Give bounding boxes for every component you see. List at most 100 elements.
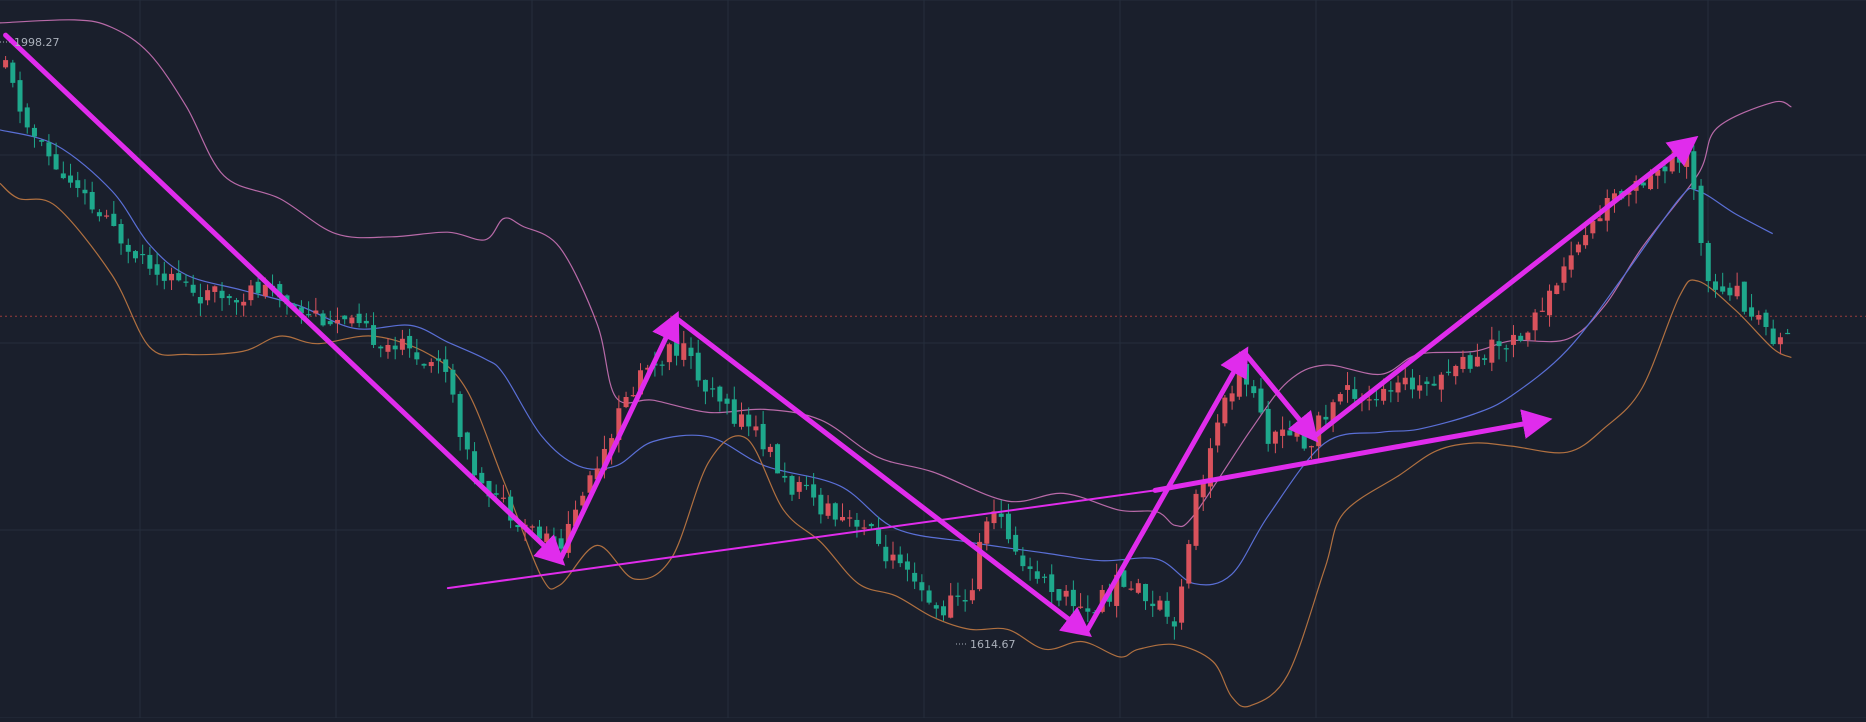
candle: [371, 312, 377, 349]
bollinger-lower-band: [0, 182, 1792, 708]
candle: [39, 139, 45, 147]
candle: [1770, 319, 1776, 346]
candle: [1251, 379, 1257, 398]
candle: [363, 313, 369, 328]
candle: [782, 462, 788, 483]
candle: [320, 310, 326, 327]
candle: [1070, 580, 1076, 618]
candle: [342, 315, 348, 325]
candle: [190, 274, 196, 297]
candle: [1756, 310, 1762, 325]
candle: [659, 360, 665, 376]
candle: [407, 328, 413, 358]
candle: [1554, 282, 1560, 295]
trend-arrow: [3, 32, 566, 566]
candle: [450, 363, 456, 403]
candle: [1294, 430, 1300, 442]
candle: [789, 474, 795, 501]
trend-arrow: [1152, 409, 1553, 493]
trend-arrow: [1083, 346, 1249, 635]
candle: [226, 293, 232, 306]
candle: [169, 267, 175, 290]
candle: [1510, 325, 1516, 358]
candle: [1258, 378, 1264, 415]
candle: [3, 56, 9, 69]
candle: [1777, 332, 1783, 355]
candle: [933, 602, 939, 618]
candle: [861, 519, 867, 536]
candle: [421, 363, 427, 369]
candle: [241, 293, 247, 317]
candle: [1330, 399, 1336, 433]
bollinger-bands: [0, 19, 1792, 708]
candle: [212, 285, 218, 303]
candle: [46, 134, 52, 166]
candle: [1308, 445, 1314, 460]
candle: [443, 346, 449, 383]
candle: [1482, 354, 1488, 366]
candle: [1395, 375, 1401, 403]
candle: [1561, 257, 1567, 291]
candle: [132, 249, 138, 263]
candle: [1143, 583, 1149, 610]
candle: [897, 546, 903, 568]
candle: [1705, 240, 1711, 293]
candle: [1489, 326, 1495, 372]
candle: [941, 600, 947, 621]
bollinger-middle-band: [0, 129, 1773, 586]
candle: [1085, 595, 1091, 622]
candle: [623, 391, 629, 409]
candle: [1027, 557, 1033, 581]
candle: [890, 541, 896, 569]
candle: [674, 330, 680, 366]
candle: [767, 443, 773, 458]
candle: [508, 490, 514, 529]
candle: [1467, 352, 1473, 373]
candle: [1633, 175, 1639, 204]
candle: [154, 252, 160, 286]
candle: [1013, 526, 1019, 555]
candle: [1438, 372, 1444, 402]
candle: [753, 415, 759, 437]
candle: [1150, 590, 1156, 617]
candle: [1171, 616, 1177, 640]
candle: [775, 443, 781, 474]
candle: [977, 532, 983, 592]
candle: [1539, 297, 1545, 313]
candle: [1287, 420, 1293, 436]
candle: [89, 181, 95, 214]
candle: [760, 411, 766, 457]
candle: [1337, 392, 1343, 405]
candle: [125, 238, 131, 264]
candle: [796, 476, 802, 500]
candle: [912, 562, 918, 590]
candle: [731, 386, 737, 427]
candle: [1272, 430, 1278, 454]
high-price-marker: 1998.27: [0, 36, 60, 49]
candle: [1749, 294, 1755, 321]
candle: [1712, 273, 1718, 298]
candle: [919, 574, 925, 602]
candle: [717, 385, 723, 412]
candle: [746, 407, 752, 437]
candle: [176, 260, 182, 282]
low-price-label: 1614.67: [970, 638, 1016, 651]
candle: [1431, 376, 1437, 387]
candle: [1352, 376, 1358, 406]
candle: [118, 219, 124, 255]
candle: [811, 472, 817, 506]
candle: [1575, 241, 1581, 256]
candle: [464, 431, 470, 460]
trend-arrow: [1311, 135, 1699, 440]
candle: [1417, 375, 1423, 399]
candle: [1532, 309, 1538, 342]
candle: [1078, 593, 1084, 609]
candle: [1698, 179, 1704, 256]
trend-arrow: [557, 310, 680, 564]
candle: [825, 495, 831, 519]
candle: [1568, 241, 1574, 278]
candle: [1157, 595, 1163, 612]
candle: [233, 297, 239, 315]
